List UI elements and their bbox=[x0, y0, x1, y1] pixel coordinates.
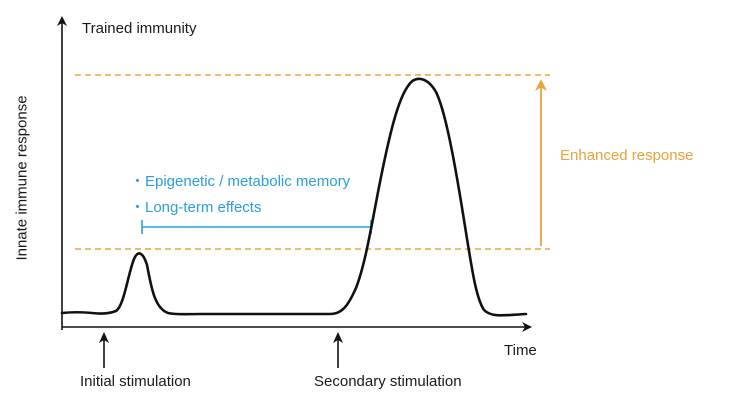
x-axis-label: Time bbox=[504, 342, 537, 359]
arrow-up-icon bbox=[333, 332, 343, 343]
memory-item-epigenetic: ・Epigenetic / metabolic memory bbox=[130, 173, 351, 190]
initial-stimulation-arrow bbox=[99, 332, 109, 368]
memory-duration-bracket bbox=[141, 220, 372, 234]
immune-response-curve bbox=[60, 77, 528, 317]
enhanced-response-label: Enhanced response bbox=[560, 147, 694, 164]
memory-item-long-term: ・Long-term effects bbox=[130, 199, 262, 216]
y-axis-label: Innate immune response bbox=[13, 95, 31, 261]
secondary-stimulation-arrow bbox=[333, 332, 343, 368]
secondary-stimulation-label: Secondary stimulation bbox=[314, 373, 462, 390]
diagram-title: Trained immunity bbox=[82, 20, 197, 37]
initial-stimulation-label: Initial stimulation bbox=[80, 373, 191, 390]
arrow-up-icon bbox=[99, 332, 109, 343]
